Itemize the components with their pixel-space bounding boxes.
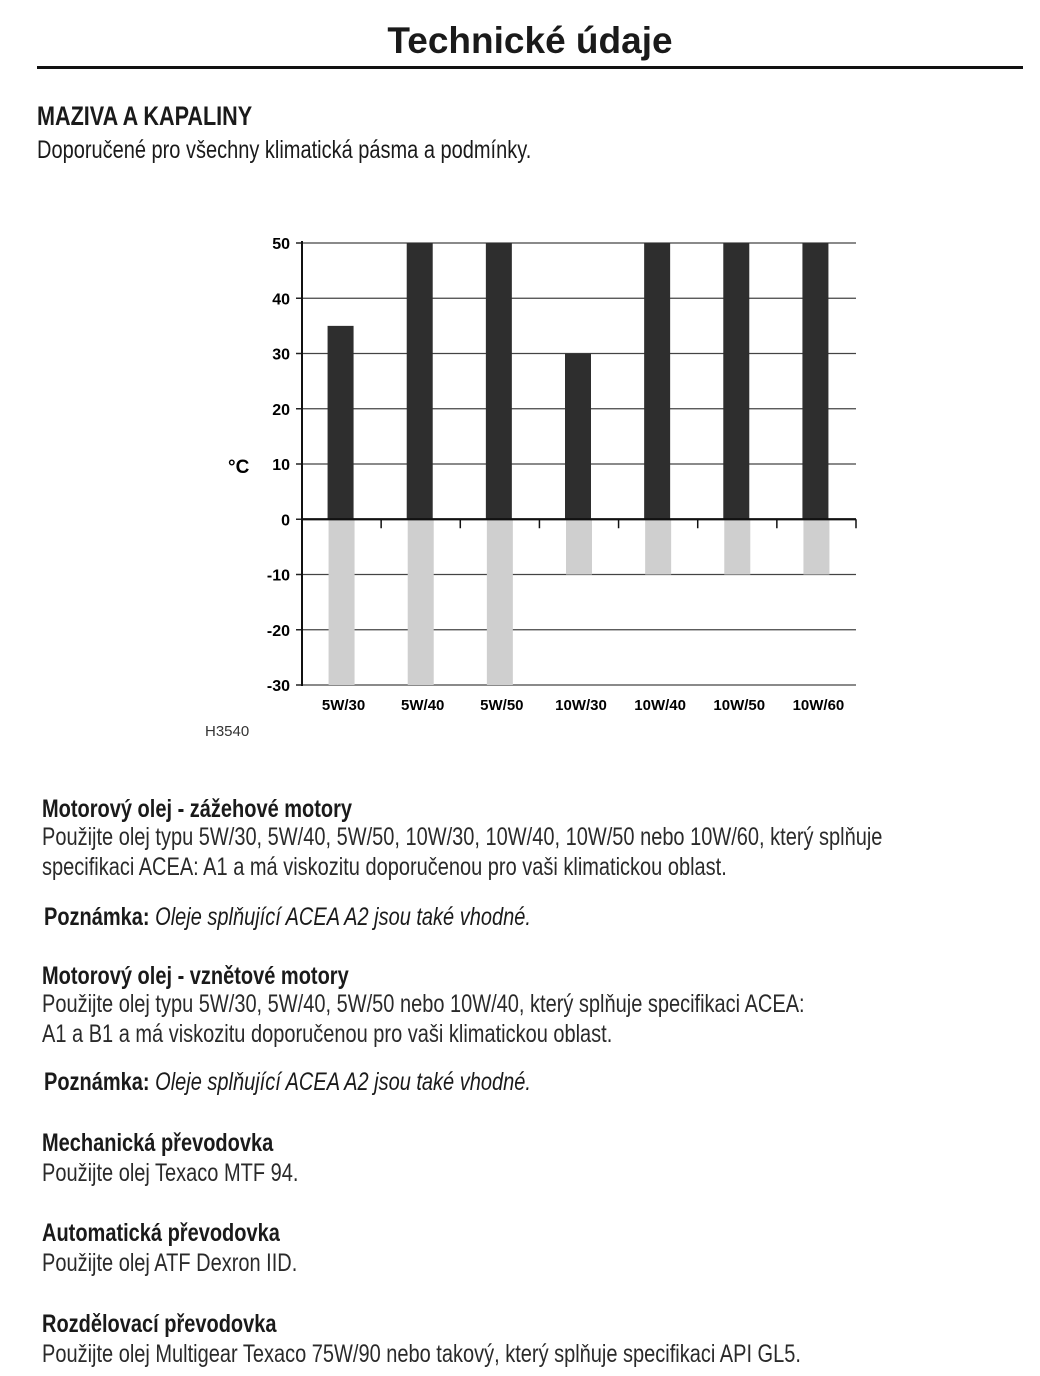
note-label: Poznámka: [44, 903, 150, 931]
x-tick-label: 5W/50 [480, 697, 523, 714]
y-tick-label: 40 [272, 291, 290, 308]
bar-upper-limit [723, 243, 750, 520]
y-tick-label: 20 [272, 402, 290, 419]
y-tick-label: 0 [281, 512, 290, 529]
body-text-line: Použijte olej Multigear Texaco 75W/90 ne… [42, 1340, 801, 1368]
note-label: Poznámka: [44, 1068, 150, 1096]
bar-lower-limit [486, 519, 513, 685]
bar-lower-limit [803, 519, 830, 575]
viscosity-temperature-chart: 50 40 30 20 10 0 -10 -20 -30 5W/30 5W/40 5W/50 10W/3… [205, 236, 857, 740]
x-tick-label: 10W/60 [793, 697, 845, 714]
note-text: Oleje splňující ACEA A2 jsou také vhodné… [155, 1068, 531, 1096]
x-tick-label: 5W/40 [401, 697, 444, 714]
section-subtitle: Doporučené pro všechny klimatická pásma … [37, 136, 532, 164]
y-tick-label: 50 [272, 236, 290, 253]
x-tick-label: 10W/40 [634, 697, 686, 714]
note-text: Oleje splňující ACEA A2 jsou také vhodné… [155, 903, 531, 931]
bar-upper-limit [406, 243, 433, 520]
body-text-line: A1 a B1 a má viskozitu doporučenou pro v… [42, 1020, 613, 1048]
body-text-line: Použijte olej typu 5W/30, 5W/40, 5W/50, … [42, 823, 883, 851]
figure-code: H3540 [205, 723, 249, 740]
bar-lower-limit [724, 519, 751, 575]
bar-lower-limit [407, 519, 434, 685]
body-text-line: Použijte olej typu 5W/30, 5W/40, 5W/50 n… [42, 990, 805, 1018]
bar-lower-limit [645, 519, 672, 575]
y-tick-label: 10 [272, 457, 290, 474]
body-text-line: specifikaci ACEA: A1 a má viskozitu dopo… [42, 853, 727, 881]
body-text-line: Použijte olej Texaco MTF 94. [42, 1159, 299, 1187]
x-tick-label: 10W/50 [713, 697, 765, 714]
bar-upper-limit [485, 243, 512, 520]
title-divider [37, 66, 1023, 69]
y-tick-label: 30 [272, 347, 290, 364]
x-tick-label: 5W/30 [322, 697, 365, 714]
bar-upper-limit [565, 353, 591, 520]
bar-lower-limit [566, 519, 592, 575]
bar-upper-limit [802, 243, 829, 520]
section-heading: Motorový olej - zážehové motory [42, 795, 353, 823]
body-text-line: Použijte olej ATF Dexron IID. [42, 1249, 298, 1277]
note: Poznámka: Oleje splňující ACEA A2 jsou t… [44, 1068, 531, 1097]
bar-upper-limit [644, 243, 671, 520]
section-heading: Mechanická převodovka [42, 1129, 274, 1157]
section-heading: Automatická převodovka [42, 1219, 280, 1247]
y-tick-label: -30 [267, 678, 290, 695]
section-title: MAZIVA A KAPALINY [37, 101, 253, 131]
section-heading: Rozdělovací převodovka [42, 1310, 277, 1338]
section-heading: Motorový olej - vznětové motory [42, 962, 349, 990]
y-tick-label: -20 [267, 623, 290, 640]
bar-upper-limit [327, 325, 354, 520]
page-title: Technické údaje [387, 20, 673, 61]
bar-lower-limit [328, 519, 355, 685]
y-axis-label: °C [228, 457, 250, 478]
y-tick-label: -10 [267, 568, 290, 585]
note: Poznámka: Oleje splňující ACEA A2 jsou t… [44, 903, 531, 932]
x-tick-label: 10W/30 [555, 697, 607, 714]
